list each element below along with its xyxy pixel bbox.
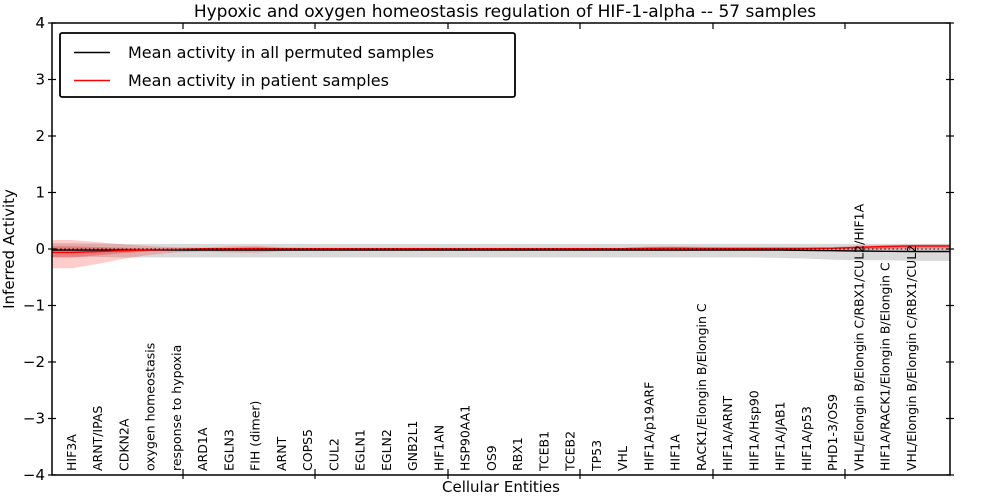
band-patient-samples-spread-outer (52, 240, 950, 269)
x-tick-label: GNB2L1 (405, 421, 420, 471)
x-tick-label: FIH (dimer) (248, 401, 263, 471)
x-tick-label: ARD1A (195, 427, 210, 471)
x-tick-label: ARNT/IPAS (90, 406, 105, 471)
x-tick-label: TCEB1 (536, 431, 551, 472)
x-tick-label: VHL/Elongin B/Elongin C/RBX1/CUL2 (904, 245, 919, 471)
x-tick-label: CUL2 (326, 438, 341, 471)
x-tick-label: HIF1A/RACK1/Elongin B/Elongin C (878, 262, 893, 471)
y-tick-label: 4 (35, 14, 45, 32)
y-tick-label: 0 (35, 240, 45, 258)
x-tick-label: RACK1/Elongin B/Elongin C (694, 303, 709, 471)
x-tick-label: EGLN3 (221, 429, 236, 471)
x-tick-label: COPS5 (300, 429, 315, 471)
x-tick-label: VHL/Elongin B/Elongin C/RBX1/CUL2/HIF1A (851, 203, 866, 471)
x-tick-label: EGLN1 (353, 429, 368, 471)
x-tick-label: HIF1A/p53 (799, 406, 814, 471)
y-axis-label: Inferred Activity (0, 189, 18, 309)
x-tick-label: VHL (615, 446, 630, 471)
y-tick-label: −2 (23, 353, 45, 371)
x-tick-label: HIF1AN (431, 425, 446, 471)
band-patient-samples-spread-inner (52, 245, 950, 258)
legend-label-patient-samples: Mean activity in patient samples (128, 71, 389, 90)
band-permuted-samples-spread (52, 243, 950, 261)
y-tick-label: 3 (35, 71, 45, 89)
y-tick-label: −3 (23, 410, 45, 428)
x-tick-label: TCEB2 (563, 431, 578, 472)
x-tick-label: HIF1A/p19ARF (641, 382, 656, 471)
x-tick-label: TP53 (589, 440, 604, 472)
x-tick-label: response to hypoxia (169, 345, 184, 471)
x-tick-label: HIF1A/ARNT (720, 395, 735, 471)
x-tick-label: HIF1A/JAB1 (773, 401, 788, 471)
legend-box (59, 32, 516, 98)
x-tick-label: HIF1A (668, 434, 683, 471)
legend-label-permuted-samples: Mean activity in all permuted samples (128, 43, 434, 62)
x-tick-label: HSP90AA1 (458, 405, 473, 471)
x-tick-label: RBX1 (510, 437, 525, 471)
x-tick-label: oxygen homeostasis (143, 343, 158, 471)
y-tick-label: −4 (23, 466, 45, 484)
x-tick-label: EGLN2 (379, 429, 394, 471)
chart-title: Hypoxic and oxygen homeostasis regulatio… (194, 2, 816, 22)
x-tick-label: OS9 (484, 445, 499, 471)
x-tick-label: CDKN2A (116, 418, 131, 471)
plot-area: 4 3 2 1 0 −1 −2 −3 −4 HIF3A ARNT/IPAS CDKN2A oxygen … (23, 14, 954, 484)
x-tick-label: ARNT (274, 436, 289, 471)
x-tick-label: HIF1A/Hsp90 (746, 390, 761, 471)
x-tick-label: PHD1-3/OS9 (825, 394, 840, 471)
y-tick-label: 2 (35, 127, 45, 145)
y-tick-label: −1 (23, 297, 45, 315)
line-permuted-mean (52, 249, 950, 253)
y-tick-label: 1 (35, 184, 45, 202)
x-axis-label: Cellular Entities (442, 478, 560, 496)
x-tick-label: HIF3A (64, 434, 79, 471)
legend: Mean activity in all permuted samples Me… (59, 32, 516, 98)
